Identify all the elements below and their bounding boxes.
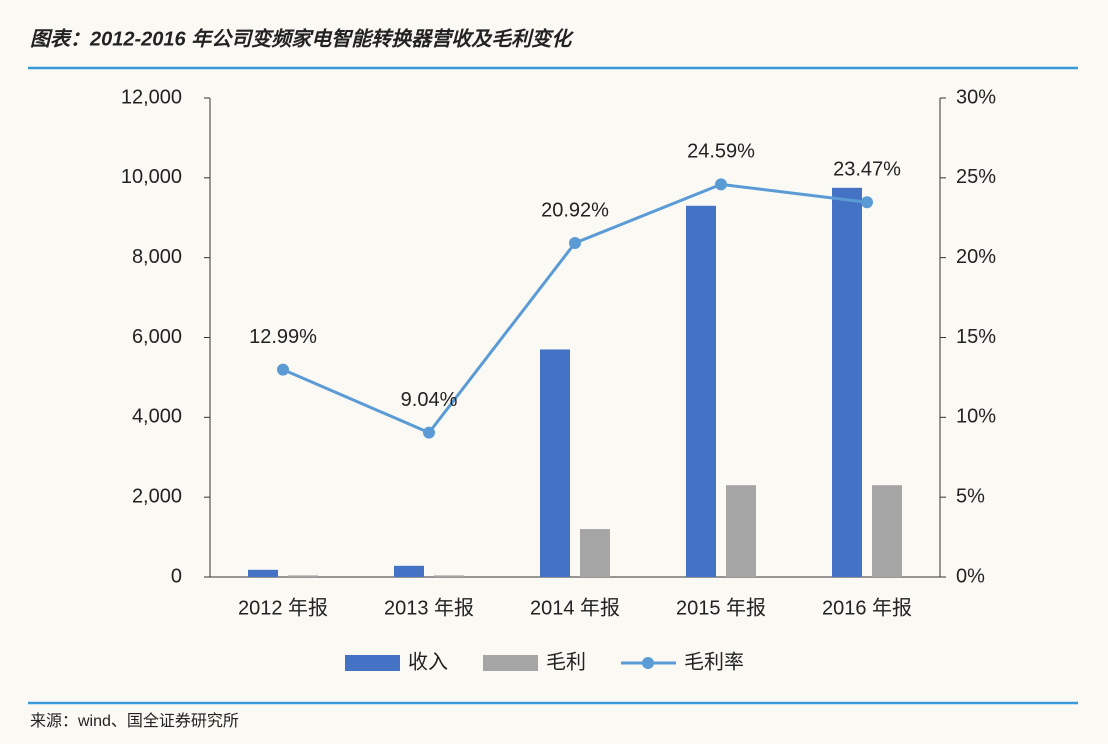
x-tick-label: 2014 年报 [530,596,620,619]
legend-swatch [642,657,654,669]
y2-tick-label: 15% [956,326,996,348]
chart-title: 图表：2012-2016 年公司变频家电智能转换器营收及毛利变化 [30,27,574,50]
bar [832,187,862,577]
x-tick-label: 2015 年报 [676,596,766,619]
data-label: 9.04% [401,389,458,411]
y2-tick-label: 10% [956,406,996,428]
line [282,182,868,435]
y-tick-label: 2,000 [132,485,182,507]
bar [248,569,278,577]
data-label: 12.99% [249,326,317,348]
y-tick-label: 8,000 [132,246,182,268]
point [277,363,289,376]
y-tick-label: 12,000 [121,86,182,108]
y2-tick-label: 20% [956,246,996,268]
y2-tick-label: 30% [956,86,996,108]
data-label: 23.47% [833,159,901,181]
x-tick-label: 2012 年报 [238,596,328,619]
legend-swatch [483,655,538,671]
x-tick-label: 2016 年报 [822,596,912,619]
y-tick-label: 4,000 [132,406,182,428]
point [569,236,581,249]
bar [394,565,424,577]
legend-label: 毛利 [546,650,586,673]
point [861,196,873,209]
bar [726,485,756,577]
y-tick-label: 6,000 [132,326,182,348]
bar [686,205,716,577]
data-label: 24.59% [687,141,755,163]
legend-swatch [345,655,400,671]
bar [580,529,610,577]
bar [540,349,570,577]
legend-label: 毛利率 [684,650,744,673]
data-label: 20.92% [541,199,609,221]
bar [872,485,902,577]
x-tick-label: 2013 年报 [384,596,474,619]
y2-tick-label: 0% [956,565,985,587]
y2-tick-label: 5% [956,485,985,507]
source: 来源：wind、国全证券研究所 [30,712,239,730]
point [423,426,435,439]
bar [434,575,464,577]
y-tick-label: 0 [171,565,182,587]
y-tick-label: 10,000 [121,166,182,188]
point [715,178,727,191]
bar [288,575,318,577]
y2-tick-label: 25% [956,166,996,188]
legend-label: 收入 [408,650,448,673]
